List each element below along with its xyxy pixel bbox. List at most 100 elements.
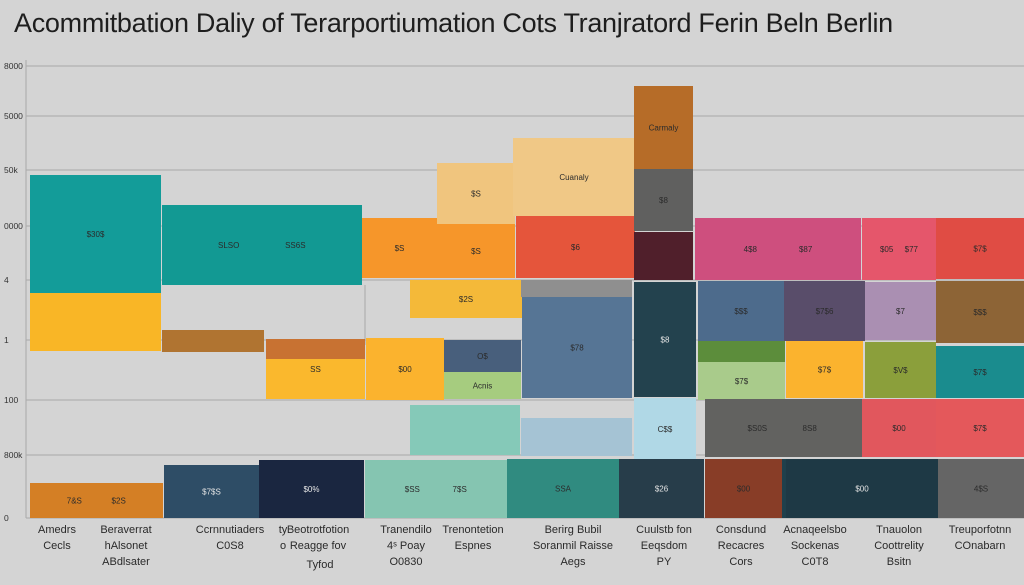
data-label: $7$ <box>973 368 987 377</box>
bar-segment <box>862 218 936 280</box>
category-label: Consdund <box>716 524 766 536</box>
data-label: $7$ <box>735 377 749 386</box>
bar-segment <box>786 341 863 398</box>
data-label: $7$ <box>818 366 832 375</box>
bar-segment <box>162 330 264 352</box>
category-label: Beotrotfotion <box>287 524 349 536</box>
bar-segment <box>705 459 782 518</box>
bar-segment <box>936 346 1024 398</box>
category-label: C0S8 <box>216 540 244 552</box>
data-label: 8S8 <box>803 424 818 433</box>
data-label: $$$ <box>973 308 987 317</box>
data-label: $26 <box>655 485 669 494</box>
bar-segment <box>516 216 635 278</box>
category-label: Cuulstb fon <box>636 524 692 536</box>
bar-segment <box>698 362 785 400</box>
data-label: SLSO <box>218 241 239 250</box>
category-label: Tyfod <box>307 559 334 571</box>
data-label: $00 <box>892 424 906 433</box>
category-label: C0T8 <box>802 556 829 568</box>
bar-segment <box>365 460 507 518</box>
data-label: Cuanaly <box>559 173 588 182</box>
bar-segment <box>634 86 693 169</box>
category-label: Reagge fov <box>290 540 347 552</box>
data-label: 7&S <box>67 497 82 506</box>
data-label: C$$ <box>658 425 673 434</box>
data-label: O$ <box>477 352 488 361</box>
data-label: $6 <box>571 243 580 252</box>
bar-segment <box>695 218 861 280</box>
category-label: Bsitn <box>887 556 911 568</box>
y-tick-label: 100 <box>4 395 18 405</box>
bar-segment <box>522 297 632 398</box>
data-label: $77 <box>905 245 919 254</box>
data-label: $7$S <box>202 488 221 497</box>
category-label: Ccrnnutiaders <box>196 524 265 536</box>
bar-segment <box>634 282 696 397</box>
bar-segment <box>259 460 364 518</box>
category-label: Tnauolon <box>876 524 922 536</box>
category-label: Treuporfotnn <box>949 524 1012 536</box>
y-tick-label: 1 <box>4 335 9 345</box>
bar-segment <box>437 224 515 278</box>
bar-segment <box>513 138 635 216</box>
data-label: $0% <box>303 485 319 494</box>
data-label: $S <box>395 244 405 253</box>
data-label: $00 <box>737 485 751 494</box>
bar-segment <box>30 293 161 351</box>
bar-segment <box>634 232 693 280</box>
category-label: COnabarn <box>955 540 1006 552</box>
data-label: $00 <box>855 485 869 494</box>
bar-segment <box>521 418 632 456</box>
category-label: ty <box>279 524 288 536</box>
data-label: Acnis <box>473 382 493 391</box>
data-label: 7$S <box>453 485 467 494</box>
category-label: Berirg Bubil <box>545 524 602 536</box>
bar-segment <box>619 459 704 518</box>
data-label: 4$S <box>974 485 988 494</box>
y-tick-label: 0000 <box>4 221 23 231</box>
bar-segment <box>444 340 521 372</box>
bar-segment <box>698 281 784 341</box>
data-label: $SS <box>405 485 420 494</box>
data-label: $2S <box>459 295 473 304</box>
bar-segment <box>521 280 632 297</box>
category-label: PY <box>657 556 672 568</box>
bar-segment <box>366 338 444 400</box>
data-label: $S <box>471 190 481 199</box>
y-tick-label: 8000 <box>4 61 23 71</box>
data-label: $7$6 <box>816 307 834 316</box>
category-label: Recacres <box>718 540 765 552</box>
data-label: $$$ <box>734 307 748 316</box>
bar-segment <box>698 341 785 362</box>
y-tick-label: 4 <box>4 275 9 285</box>
bar-segment <box>164 465 259 518</box>
data-label: $S0S <box>748 424 768 433</box>
data-label: SS6S <box>285 241 305 250</box>
data-label: $30$ <box>87 230 105 239</box>
data-label: $7$ <box>973 424 987 433</box>
data-label: $7$ <box>973 245 987 254</box>
category-label: Cors <box>729 556 753 568</box>
category-label: Coottrelity <box>874 540 924 552</box>
data-label: SSA <box>555 485 572 494</box>
bar-segment <box>634 398 696 460</box>
data-label: 4$8 <box>744 245 758 254</box>
bar-segment <box>30 175 161 293</box>
category-label: Trenontetion <box>442 524 503 536</box>
bar-segment <box>936 218 1024 279</box>
bar-segment <box>410 280 522 318</box>
category-label: Sockenas <box>791 540 840 552</box>
data-label: $V$ <box>893 366 908 375</box>
category-label: hAlsonet <box>105 540 148 552</box>
bar-segment <box>362 218 437 278</box>
category-label: O0830 <box>389 556 422 568</box>
bar-segment <box>936 399 1024 457</box>
bar-segment <box>938 459 1024 518</box>
data-label: $2S <box>112 497 126 506</box>
category-label: Tranendilo <box>380 524 432 536</box>
data-label: SS <box>310 365 321 374</box>
bar-segment <box>784 281 865 341</box>
data-label: $7 <box>896 307 905 316</box>
